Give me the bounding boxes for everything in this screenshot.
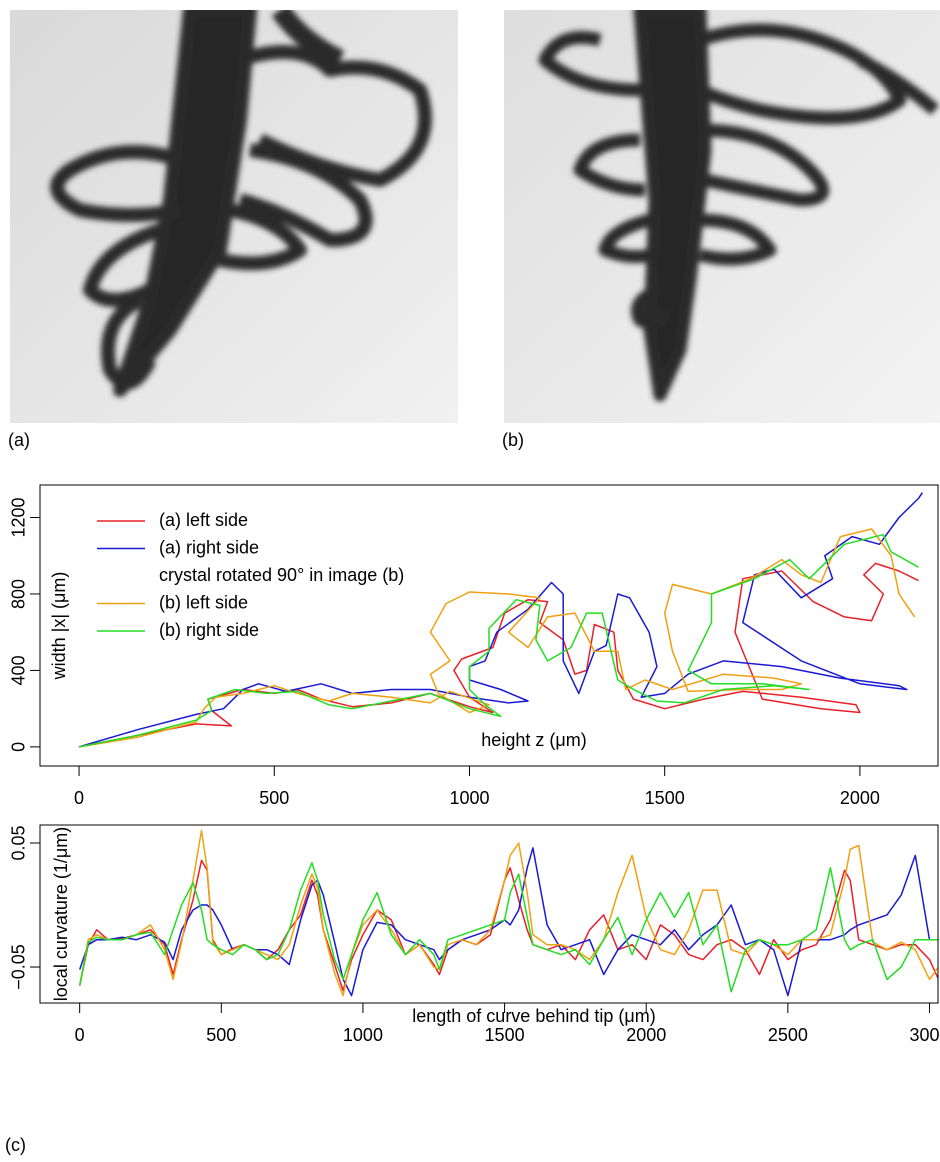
- x-tick-label: 0: [74, 788, 84, 808]
- y-tick-label: 1200: [9, 497, 29, 537]
- x-tick-label: 0: [75, 1025, 85, 1045]
- plot-area: [78, 829, 938, 997]
- y-tick-label: 800: [9, 579, 29, 609]
- series-line: [78, 829, 938, 997]
- x-tick-label: 500: [259, 788, 289, 808]
- y-tick-label: 0.05: [9, 825, 29, 860]
- panel-label: (c): [5, 1135, 26, 1155]
- series-line: [78, 492, 924, 748]
- photo-a: [10, 10, 458, 423]
- x-tick-label: 1000: [449, 788, 489, 808]
- legend-label: (a) left side: [159, 510, 248, 530]
- panel-label: (b): [502, 430, 524, 450]
- legend-label: (a) right side: [159, 537, 259, 557]
- plot-frame: [39, 824, 939, 1004]
- x-tick-label: 2500: [768, 1025, 808, 1045]
- series-line: [78, 862, 938, 993]
- legend-label: (b) right side: [159, 620, 259, 640]
- x-tick-label: 3000: [909, 1025, 940, 1045]
- legend-label: (b) left side: [159, 592, 248, 612]
- x-tick-label: 2000: [626, 1025, 666, 1045]
- plot-area: [78, 492, 924, 748]
- x-tick-label: 500: [206, 1025, 236, 1045]
- x-axis-label: length of curve behind tip (μm): [412, 1006, 656, 1026]
- y-axis-label: local curvature (1/μm): [51, 827, 71, 1001]
- y-tick-label: 400: [9, 655, 29, 685]
- series-line: [78, 528, 916, 748]
- x-tick-label: 2000: [840, 788, 880, 808]
- legend-note: crystal rotated 90° in image (b): [159, 565, 404, 585]
- y-tick-label: 0: [9, 742, 29, 752]
- y-axis-label: width |x| (μm): [49, 572, 69, 681]
- y-tick-label: −0.05: [9, 944, 29, 990]
- panel-label: (a): [8, 430, 30, 450]
- photo-b: [504, 10, 940, 423]
- plot-frame: [39, 484, 939, 767]
- x-tick-label: 1500: [485, 1025, 525, 1045]
- series-line: [78, 533, 919, 748]
- x-axis-label: height z (μm): [481, 730, 586, 750]
- x-tick-label: 1000: [343, 1025, 383, 1045]
- x-tick-label: 1500: [645, 788, 685, 808]
